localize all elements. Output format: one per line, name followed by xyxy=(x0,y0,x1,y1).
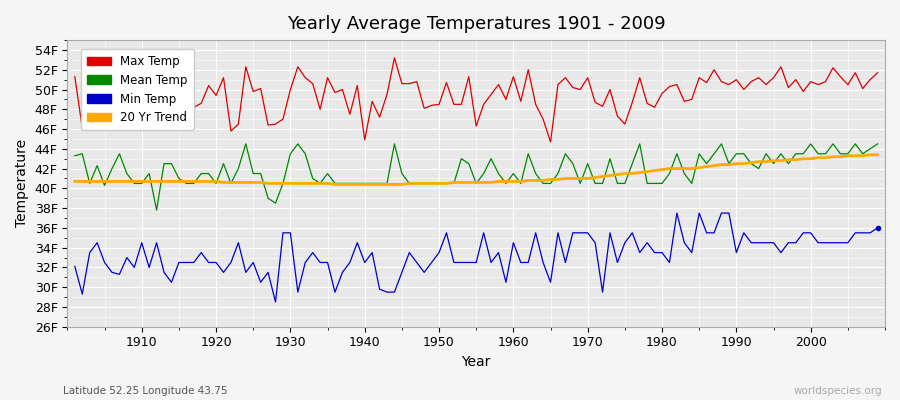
Text: worldspecies.org: worldspecies.org xyxy=(794,386,882,396)
Legend: Max Temp, Mean Temp, Min Temp, 20 Yr Trend: Max Temp, Mean Temp, Min Temp, 20 Yr Tre… xyxy=(82,49,194,130)
Title: Yearly Average Temperatures 1901 - 2009: Yearly Average Temperatures 1901 - 2009 xyxy=(287,15,665,33)
Y-axis label: Temperature: Temperature xyxy=(15,139,29,228)
X-axis label: Year: Year xyxy=(462,355,490,369)
Text: Latitude 52.25 Longitude 43.75: Latitude 52.25 Longitude 43.75 xyxy=(63,386,228,396)
